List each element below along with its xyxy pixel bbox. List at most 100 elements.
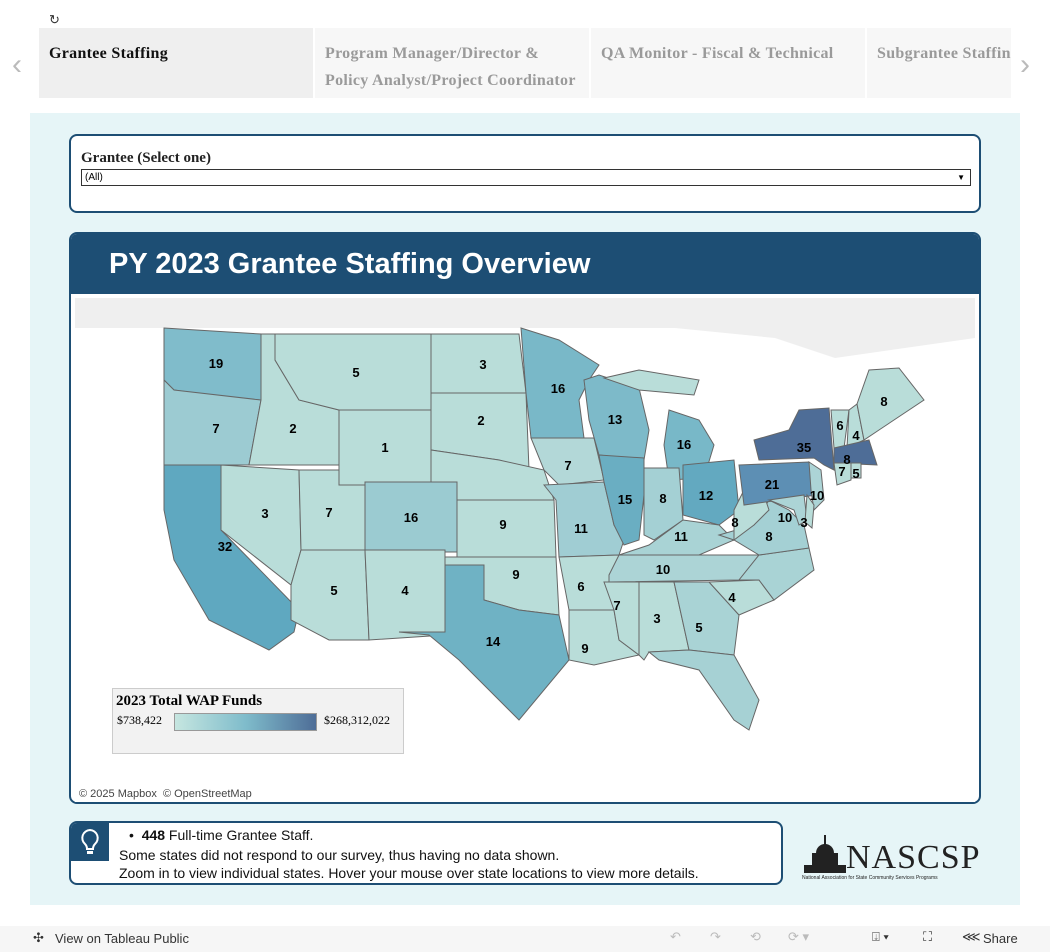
state-label-sd: 2: [477, 413, 484, 428]
state-mn[interactable]: [520, 327, 600, 439]
info-line-2: Some states did not respond to our surve…: [119, 847, 560, 863]
state-label-wv: 8: [731, 515, 738, 530]
state-label-id: 2: [289, 421, 296, 436]
state-label-tx: 14: [486, 634, 501, 649]
state-label-nj: 10: [810, 488, 824, 503]
refresh-data-icon[interactable]: ⟳ ▾: [788, 929, 810, 944]
state-label-ny: 35: [797, 440, 811, 455]
state-label-pa: 21: [765, 477, 779, 492]
state-label-il: 15: [618, 492, 632, 507]
tab-qa-monitor[interactable]: QA Monitor - Fiscal & Technical: [591, 28, 865, 98]
osm-credit[interactable]: © OpenStreetMap: [162, 788, 252, 800]
tabs-next-arrow[interactable]: ›: [1020, 48, 1030, 81]
tabs-prev-arrow[interactable]: ‹: [12, 48, 22, 81]
state-ny[interactable]: [753, 407, 835, 471]
state-label-ut: 7: [325, 505, 332, 520]
state-label-ks: 9: [499, 517, 506, 532]
state-label-ia: 7: [564, 458, 571, 473]
us-map[interactable]: 19 7 32 3 2 5 1 7 16 5 4 3 2 9 9 14 16 7 11 6 9 13 15 16 8 12 11 10…: [75, 298, 975, 802]
grantee-select[interactable]: (All) ▼: [81, 169, 971, 186]
state-tn[interactable]: [608, 554, 761, 583]
tableau-toolbar: ✣ View on Tableau Public ↶ ↷ ⟲ ⟳ ▾ ⍗ ▾ ⛶…: [0, 926, 1050, 952]
state-miu[interactable]: [602, 369, 700, 396]
map-credits: © 2025 Mapbox © OpenStreetMap: [79, 788, 252, 800]
state-oh[interactable]: [682, 459, 740, 526]
tab-grantee-staffing[interactable]: Grantee Staffing: [39, 28, 313, 98]
color-legend: 2023 Total WAP Funds $738,422 $268,312,0…: [112, 688, 404, 754]
share-button[interactable]: Share: [983, 931, 1018, 946]
state-label-ri: 5: [852, 466, 859, 481]
view-on-tableau-link[interactable]: View on Tableau Public: [55, 931, 189, 946]
state-md[interactable]: [767, 494, 808, 526]
state-label-co: 16: [404, 510, 418, 525]
state-me[interactable]: [856, 367, 925, 441]
info-box: • 448 Full-time Grantee Staff. Some stat…: [69, 821, 783, 885]
filter-label: Grantee (Select one): [81, 150, 211, 166]
state-label-la: 9: [581, 641, 588, 656]
state-label-sc: 4: [728, 590, 736, 605]
state-label-nv: 3: [261, 506, 268, 521]
revert-icon[interactable]: ⟲: [750, 929, 761, 944]
state-label-ma: 8: [843, 452, 850, 467]
state-label-nd: 3: [479, 357, 486, 372]
state-de[interactable]: [804, 493, 815, 530]
canada-landmass: [75, 298, 975, 358]
state-label-az: 5: [330, 583, 337, 598]
state-label-mo: 11: [574, 521, 588, 536]
state-label-ga: 5: [695, 620, 702, 635]
dashboard-title: PY 2023 Grantee Staffing Overview: [71, 234, 979, 294]
legend-title: 2023 Total WAP Funds: [116, 693, 263, 709]
state-label-wy: 1: [381, 440, 388, 455]
state-label-al: 3: [653, 611, 660, 626]
download-icon[interactable]: ⍗ ▾: [872, 929, 889, 944]
state-label-ky: 11: [674, 529, 688, 544]
state-ia[interactable]: [530, 437, 605, 486]
state-nj[interactable]: [808, 461, 825, 512]
staff-count: 448: [141, 827, 166, 843]
state-label-de: 3: [800, 515, 807, 530]
info-line-3: Zoom in to view individual states. Hover…: [119, 865, 699, 881]
nascsp-logo: NASCSP National Association for State Co…: [802, 833, 992, 883]
tableau-icon: ✣: [33, 930, 44, 945]
refresh-icon[interactable]: ↻: [49, 12, 60, 27]
state-label-ar: 6: [577, 579, 584, 594]
state-ms[interactable]: [603, 581, 640, 656]
logo-name: NASCSP: [846, 839, 981, 876]
state-label-vt: 6: [836, 418, 843, 433]
state-label-nc: 8: [765, 529, 772, 544]
state-label-in: 8: [659, 491, 666, 506]
state-ma[interactable]: [833, 439, 878, 466]
legend-max: $268,312,022: [324, 713, 390, 727]
state-label-nh: 4: [852, 428, 860, 443]
staff-count-text: Full-time Grantee Staff.: [165, 827, 314, 843]
dashboard: Grantee (Select one) (All) ▼ PY 2023 Gran…: [30, 113, 1020, 905]
mapbox-credit[interactable]: © 2025 Mapbox: [79, 788, 157, 800]
state-label-md: 10: [778, 510, 792, 525]
state-label-ms: 7: [613, 598, 620, 613]
state-label-mi: 16: [677, 437, 691, 452]
state-label-me: 8: [880, 394, 887, 409]
state-label-wa: 19: [209, 356, 223, 371]
state-ri[interactable]: [850, 462, 862, 479]
tab-program-manager[interactable]: Program Manager/Director & Policy Analys…: [315, 28, 589, 98]
select-value: (All): [85, 172, 103, 183]
redo-icon[interactable]: ↷: [710, 929, 721, 944]
state-ga[interactable]: [673, 581, 740, 656]
logo-subtitle: National Association for State Community…: [802, 875, 938, 881]
state-label-nm: 4: [401, 583, 409, 598]
state-il[interactable]: [598, 454, 645, 546]
undo-icon[interactable]: ↶: [670, 929, 681, 944]
tab-subgrantee-staffing[interactable]: Subgrantee Staffing: [867, 28, 1011, 98]
state-label-oh: 12: [699, 488, 713, 503]
share-icon[interactable]: ⋘: [962, 929, 981, 944]
state-label-mn: 16: [551, 381, 565, 396]
state-in[interactable]: [643, 467, 684, 541]
state-label-tn: 10: [656, 562, 670, 577]
fullscreen-icon[interactable]: ⛶: [923, 929, 933, 944]
state-label-ca: 32: [218, 539, 232, 554]
legend-min: $738,422: [117, 713, 162, 727]
state-fl[interactable]: [647, 649, 760, 731]
state-ct[interactable]: [833, 462, 852, 486]
state-tx[interactable]: [398, 564, 570, 721]
